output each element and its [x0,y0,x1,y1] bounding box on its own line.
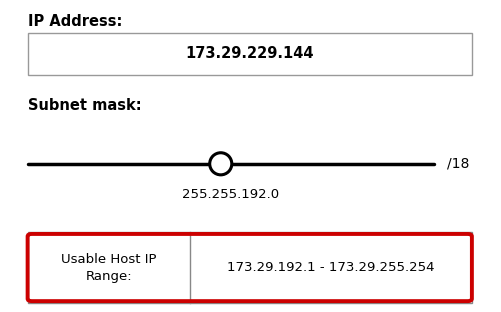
Text: 173.29.192.1 - 173.29.255.254: 173.29.192.1 - 173.29.255.254 [226,261,434,274]
Bar [28,232,471,303]
Text: 173.29.229.144: 173.29.229.144 [185,46,313,61]
Text: 255.255.192.0: 255.255.192.0 [182,188,279,202]
Text: IP Address:: IP Address: [28,14,122,29]
Text: Usable Host IP
Range:: Usable Host IP Range: [61,252,156,283]
Text: /18: /18 [446,157,468,171]
Text: Subnet mask:: Subnet mask: [28,98,141,113]
Bar [28,33,471,75]
Ellipse shape [209,153,231,175]
